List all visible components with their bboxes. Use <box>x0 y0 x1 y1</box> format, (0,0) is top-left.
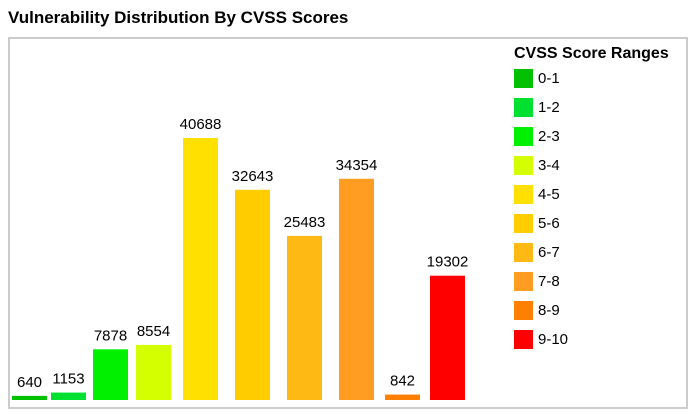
legend-label: 1-2 <box>538 99 560 116</box>
legend-swatch <box>514 272 533 291</box>
chart-frame <box>8 37 688 409</box>
bar-3-4 <box>136 344 171 400</box>
bar-8-9 <box>385 394 420 400</box>
bar-2-3 <box>93 349 128 400</box>
legend-swatch <box>514 98 533 117</box>
legend-label: 2-3 <box>538 128 560 145</box>
bar-0-1 <box>12 395 47 400</box>
data-label-5-6: 32643 <box>232 168 274 185</box>
bar-1-2 <box>51 392 86 400</box>
data-label-0-1: 640 <box>17 374 42 391</box>
bar-4-5 <box>183 138 218 400</box>
legend-swatch <box>514 214 533 233</box>
legend-title: CVSS Score Ranges <box>514 45 669 62</box>
chart-title: Vulnerability Distribution By CVSS Score… <box>8 8 349 27</box>
legend-label: 4-5 <box>538 186 560 203</box>
legend-swatch <box>514 185 533 204</box>
legend-swatch <box>514 330 533 349</box>
data-label-1-2: 1153 <box>52 371 84 388</box>
legend-swatch <box>514 127 533 146</box>
data-label-8-9: 842 <box>390 373 415 390</box>
bar-6-7 <box>287 235 322 400</box>
data-label-9-10: 19302 <box>427 254 469 271</box>
legend-label: 6-7 <box>538 244 560 261</box>
data-label-4-5: 40688 <box>180 116 222 133</box>
legend-label: 7-8 <box>538 273 560 290</box>
legend-label: 9-10 <box>538 331 569 348</box>
legend-label: 8-9 <box>538 302 560 319</box>
legend-swatch <box>514 243 533 262</box>
data-label-2-3: 7878 <box>94 327 127 344</box>
bar-5-6 <box>235 189 270 400</box>
legend-label: 5-6 <box>538 215 560 232</box>
legend-swatch <box>514 69 533 88</box>
bar-7-8 <box>339 178 374 400</box>
legend-label: 3-4 <box>538 157 560 174</box>
legend-swatch <box>514 301 533 320</box>
bar-9-10 <box>430 275 465 400</box>
data-label-6-7: 25483 <box>284 214 326 231</box>
legend-label: 0-1 <box>538 70 560 87</box>
data-label-3-4: 8554 <box>137 323 170 340</box>
data-label-7-8: 34354 <box>336 157 378 174</box>
legend-swatch <box>514 156 533 175</box>
